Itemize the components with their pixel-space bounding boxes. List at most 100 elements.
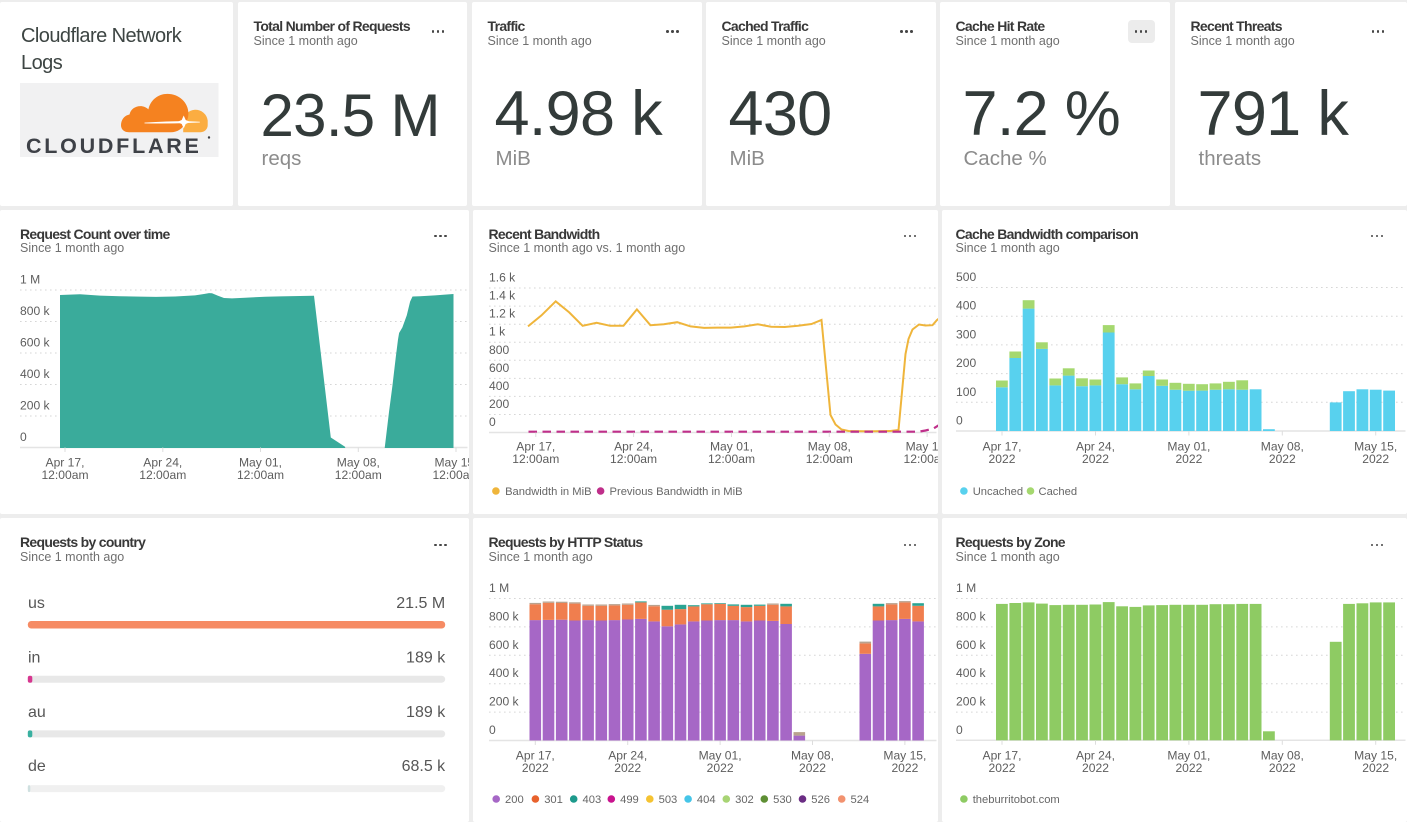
svg-text:499: 499 [620, 794, 639, 806]
svg-text:2022: 2022 [799, 761, 826, 775]
svg-text:200 k: 200 k [20, 399, 51, 413]
svg-text:600: 600 [489, 361, 509, 375]
svg-text:in: in [28, 649, 40, 666]
svg-text:Apr 17,: Apr 17, [982, 440, 1021, 454]
svg-text:524: 524 [850, 794, 869, 806]
svg-text:2022: 2022 [1362, 452, 1389, 466]
svg-text:600 k: 600 k [20, 336, 51, 350]
svg-text:0: 0 [489, 723, 496, 737]
svg-text:12:00am: 12:00am [237, 468, 284, 482]
svg-text:2022: 2022 [614, 761, 641, 775]
svg-text:400 k: 400 k [20, 367, 51, 381]
svg-text:1.6 k: 1.6 k [489, 271, 516, 285]
svg-text:Bandwidth in MiB: Bandwidth in MiB [505, 486, 591, 498]
svg-text:May 01,: May 01, [709, 440, 752, 454]
svg-text:12:00am: 12:00am [610, 452, 657, 466]
svg-text:200: 200 [489, 397, 509, 411]
svg-text:200 k: 200 k [956, 695, 987, 709]
svg-text:Apr 24,: Apr 24, [143, 456, 182, 470]
svg-text:Cached: Cached [1038, 486, 1077, 498]
svg-text:2022: 2022 [1268, 452, 1295, 466]
svg-text:CLOUDFLARE: CLOUDFLARE [26, 134, 202, 158]
svg-text:21.5 M: 21.5 M [396, 595, 445, 612]
svg-text:12:00am: 12:00am [335, 468, 382, 482]
svg-text:503: 503 [658, 794, 677, 806]
svg-text:800 k: 800 k [956, 609, 987, 623]
svg-text:Apr 24,: Apr 24, [1076, 749, 1115, 763]
svg-text:1 M: 1 M [20, 273, 40, 287]
svg-text:Apr 17,: Apr 17, [46, 456, 85, 470]
svg-text:2022: 2022 [988, 452, 1015, 466]
svg-text:de: de [28, 758, 46, 775]
svg-text:2022: 2022 [521, 761, 548, 775]
svg-text:0: 0 [956, 414, 963, 428]
svg-text:1.4 k: 1.4 k [489, 289, 516, 303]
svg-text:Apr 17,: Apr 17, [516, 440, 555, 454]
svg-text:May 15,: May 15, [434, 456, 468, 470]
svg-text:12:00am: 12:00am [512, 452, 559, 466]
svg-text:12:00am: 12:00am [139, 468, 186, 482]
svg-text:1 M: 1 M [489, 581, 509, 595]
svg-text:600 k: 600 k [489, 638, 520, 652]
svg-text:200: 200 [956, 356, 976, 370]
svg-text:302: 302 [735, 794, 754, 806]
svg-text:0: 0 [20, 430, 27, 444]
svg-text:May 01,: May 01, [239, 456, 282, 470]
svg-text:530: 530 [773, 794, 792, 806]
svg-text:189 k: 189 k [406, 704, 446, 721]
svg-text:May 08,: May 08, [337, 456, 380, 470]
svg-text:May 01,: May 01, [1167, 440, 1210, 454]
svg-text:us: us [28, 595, 45, 612]
svg-text:526: 526 [811, 794, 830, 806]
svg-text:May 08,: May 08, [1260, 749, 1303, 763]
svg-text:600 k: 600 k [956, 638, 987, 652]
svg-text:2022: 2022 [1175, 452, 1202, 466]
svg-text:400 k: 400 k [956, 666, 987, 680]
svg-text:400: 400 [489, 379, 509, 393]
svg-text:Apr 24,: Apr 24, [614, 440, 653, 454]
svg-text:0: 0 [489, 415, 496, 429]
svg-text:May 08,: May 08, [807, 440, 850, 454]
svg-text:au: au [28, 704, 46, 721]
svg-text:12:00am: 12:00am [432, 468, 468, 482]
svg-text:2022: 2022 [1175, 761, 1202, 775]
svg-text:2022: 2022 [1362, 761, 1389, 775]
svg-text:800 k: 800 k [489, 609, 520, 623]
svg-text:100: 100 [956, 385, 976, 399]
svg-text:200 k: 200 k [489, 695, 520, 709]
svg-text:189 k: 189 k [406, 649, 446, 666]
svg-text:300: 300 [956, 327, 976, 341]
svg-text:May 15,: May 15, [905, 440, 938, 454]
svg-text:Previous Bandwidth in MiB: Previous Bandwidth in MiB [609, 486, 742, 498]
svg-text:Apr 17,: Apr 17, [982, 749, 1021, 763]
svg-text:12:00am: 12:00am [805, 452, 852, 466]
svg-text:404: 404 [696, 794, 715, 806]
svg-text:200: 200 [505, 794, 524, 806]
svg-text:2022: 2022 [706, 761, 733, 775]
svg-text:301: 301 [544, 794, 563, 806]
svg-text:2022: 2022 [1082, 761, 1109, 775]
svg-text:theburritobot.com: theburritobot.com [972, 794, 1059, 806]
svg-text:2022: 2022 [988, 761, 1015, 775]
svg-text:0: 0 [956, 723, 963, 737]
svg-text:Apr 17,: Apr 17, [515, 749, 554, 763]
svg-text:800: 800 [489, 343, 509, 357]
svg-text:500: 500 [956, 270, 976, 284]
svg-text:Apr 24,: Apr 24, [1076, 440, 1115, 454]
svg-text:May 08,: May 08, [1260, 440, 1303, 454]
svg-text:1 k: 1 k [489, 325, 506, 339]
svg-text:403: 403 [582, 794, 601, 806]
svg-text:12:00am: 12:00am [707, 452, 754, 466]
svg-text:May 01,: May 01, [698, 749, 741, 763]
svg-text:Apr 24,: Apr 24, [608, 749, 647, 763]
svg-text:May 15,: May 15, [883, 749, 926, 763]
svg-text:2022: 2022 [1268, 761, 1295, 775]
svg-text:12:00am: 12:00am [41, 468, 88, 482]
svg-text:12:00am: 12:00am [903, 452, 938, 466]
svg-text:May 15,: May 15, [1354, 440, 1397, 454]
svg-text:2022: 2022 [891, 761, 918, 775]
svg-text:May 15,: May 15, [1354, 749, 1397, 763]
svg-text:May 08,: May 08, [790, 749, 833, 763]
svg-text:Uncached: Uncached [972, 486, 1022, 498]
svg-text:2022: 2022 [1082, 452, 1109, 466]
